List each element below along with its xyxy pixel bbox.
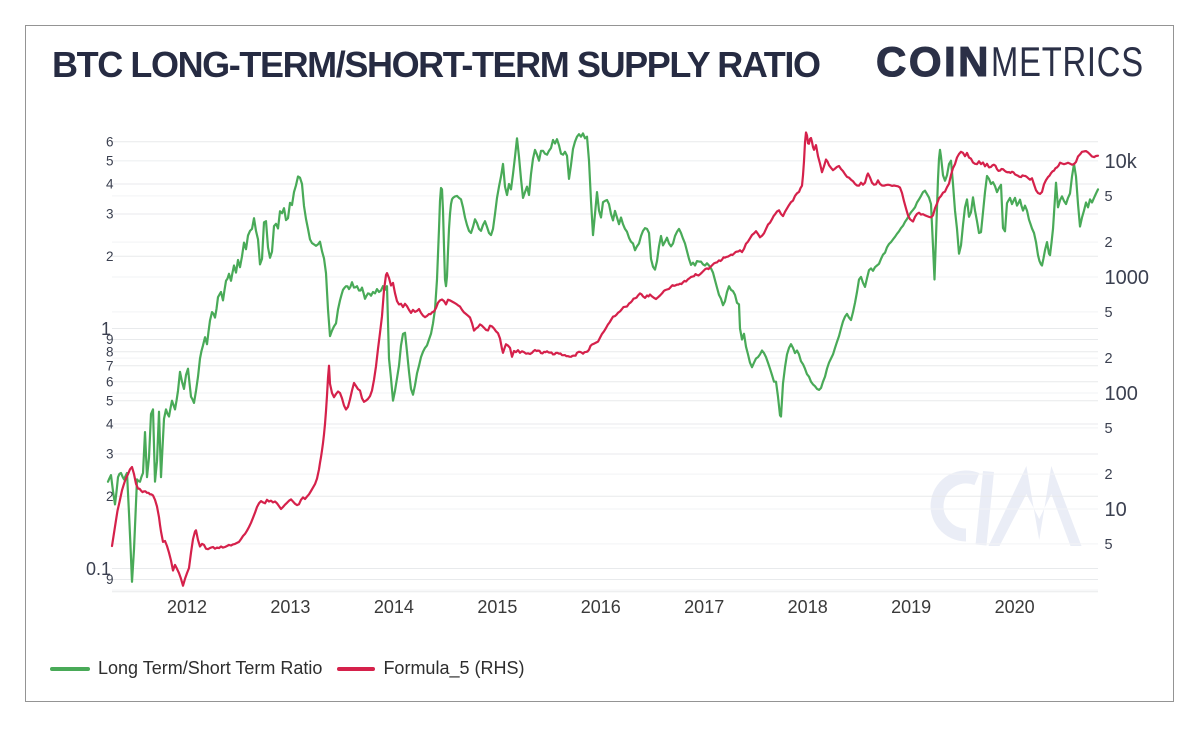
svg-text:7: 7 bbox=[106, 358, 114, 373]
svg-text:2015: 2015 bbox=[477, 597, 517, 617]
svg-text:2: 2 bbox=[1105, 351, 1113, 367]
svg-text:1000: 1000 bbox=[1105, 267, 1150, 289]
svg-text:3: 3 bbox=[106, 447, 114, 462]
svg-text:9: 9 bbox=[106, 572, 114, 587]
svg-text:6: 6 bbox=[106, 374, 114, 389]
svg-text:10k: 10k bbox=[1105, 151, 1138, 173]
svg-text:5: 5 bbox=[1105, 421, 1113, 437]
svg-text:5: 5 bbox=[1105, 189, 1113, 205]
svg-text:2: 2 bbox=[106, 249, 114, 264]
svg-text:8: 8 bbox=[106, 345, 114, 360]
svg-text:0.1: 0.1 bbox=[86, 559, 111, 579]
svg-text:2020: 2020 bbox=[995, 597, 1035, 617]
svg-text:2013: 2013 bbox=[270, 597, 310, 617]
svg-text:4: 4 bbox=[106, 177, 114, 192]
svg-text:5: 5 bbox=[106, 393, 114, 408]
svg-text:100: 100 bbox=[1105, 383, 1138, 405]
svg-text:2: 2 bbox=[1105, 235, 1113, 251]
svg-text:9: 9 bbox=[106, 332, 114, 347]
svg-text:2: 2 bbox=[1105, 467, 1113, 483]
svg-text:2017: 2017 bbox=[684, 597, 724, 617]
svg-text:10: 10 bbox=[1105, 499, 1127, 521]
svg-text:2019: 2019 bbox=[891, 597, 931, 617]
svg-text:2018: 2018 bbox=[788, 597, 828, 617]
svg-text:5: 5 bbox=[106, 153, 114, 168]
svg-text:3: 3 bbox=[106, 207, 114, 222]
svg-text:5: 5 bbox=[1105, 305, 1113, 321]
svg-text:2012: 2012 bbox=[167, 597, 207, 617]
svg-text:5: 5 bbox=[1105, 537, 1113, 553]
svg-text:6: 6 bbox=[106, 134, 114, 149]
svg-text:1: 1 bbox=[101, 319, 111, 339]
svg-text:2016: 2016 bbox=[581, 597, 621, 617]
svg-text:2: 2 bbox=[106, 489, 114, 504]
svg-text:4: 4 bbox=[106, 417, 114, 432]
svg-text:2014: 2014 bbox=[374, 597, 414, 617]
